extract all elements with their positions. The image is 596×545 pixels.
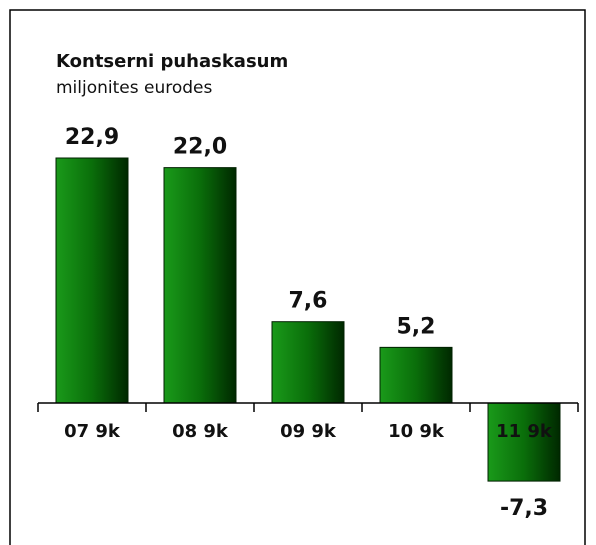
chart-subtitle: miljonites eurodes (56, 78, 213, 98)
x-tick-label: 09 9k (280, 421, 337, 442)
bar (379, 346, 453, 404)
x-tick-label: 07 9k (64, 421, 121, 442)
value-label: 22,9 (65, 125, 119, 150)
x-tick-label: 10 9k (388, 421, 445, 442)
value-label: 5,2 (397, 314, 436, 339)
bar (55, 157, 129, 404)
value-label: 7,6 (289, 289, 328, 314)
value-label: -7,3 (500, 496, 548, 521)
x-tick-label: 11 9k (496, 421, 553, 442)
frame (9, 9, 586, 545)
value-label: 22,0 (173, 135, 227, 160)
bar (271, 321, 345, 404)
bar (487, 402, 561, 482)
x-tick-label: 08 9k (172, 421, 229, 442)
chart-title: Kontserni puhaskasum (56, 51, 288, 72)
bar (163, 167, 237, 404)
